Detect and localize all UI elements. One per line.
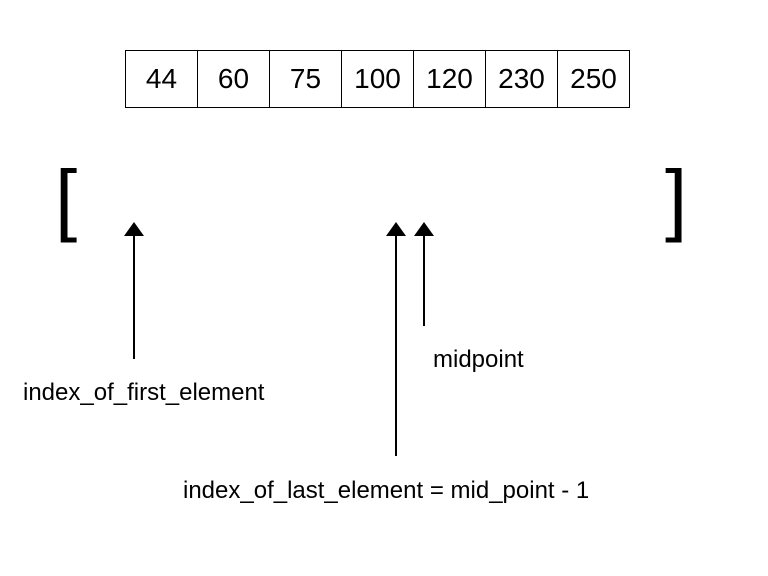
array-row: 446075100120230250 [125, 50, 630, 108]
array-cell: 100 [341, 50, 414, 108]
right-bracket: ] [665, 153, 687, 245]
array-cell: 60 [197, 50, 270, 108]
arrow-last-element-head [386, 222, 406, 236]
label-last-element: index_of_last_element = mid_point - 1 [183, 477, 589, 505]
diagram-stage: 446075100120230250 [ ] index_of_first_el… [0, 0, 768, 576]
arrow-midpoint [423, 232, 425, 326]
array-cell: 120 [413, 50, 486, 108]
array-cell: 250 [557, 50, 630, 108]
array-cell: 230 [485, 50, 558, 108]
array-cell: 44 [125, 50, 198, 108]
array-cell: 75 [269, 50, 342, 108]
arrow-first-element [133, 232, 135, 359]
arrow-midpoint-head [414, 222, 434, 236]
label-midpoint: midpoint [433, 346, 524, 374]
label-first-element: index_of_first_element [23, 379, 264, 407]
arrow-first-element-head [124, 222, 144, 236]
arrow-last-element [395, 232, 397, 456]
left-bracket: [ [55, 153, 77, 245]
